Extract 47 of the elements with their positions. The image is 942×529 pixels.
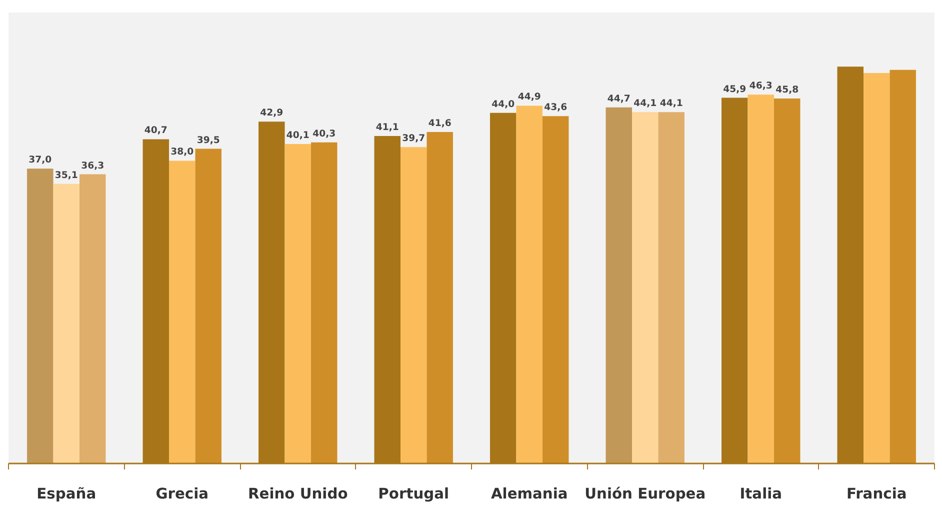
data-label: 41,6 bbox=[428, 118, 452, 130]
bar bbox=[658, 112, 684, 464]
x-tick-label: Unión Europea bbox=[584, 486, 706, 502]
bar bbox=[79, 174, 106, 464]
data-label: 39,5 bbox=[196, 134, 220, 146]
x-tick-label: Reino Unido bbox=[248, 486, 348, 502]
x-tick-label: Alemania bbox=[490, 486, 568, 502]
data-label: 43,6 bbox=[544, 102, 568, 114]
bar bbox=[400, 147, 427, 464]
data-label: 44,7 bbox=[607, 93, 630, 104]
data-label: 38,0 bbox=[170, 146, 194, 158]
data-label: 40,1 bbox=[286, 130, 310, 141]
data-label: 45,8 bbox=[776, 84, 799, 96]
bar bbox=[606, 107, 632, 464]
bar bbox=[284, 144, 311, 464]
data-label: 45,9 bbox=[723, 84, 746, 95]
bar bbox=[195, 148, 222, 464]
bar bbox=[890, 70, 916, 464]
bar bbox=[310, 142, 338, 464]
bar bbox=[426, 132, 453, 464]
data-label: 36,3 bbox=[81, 160, 104, 172]
x-tick-label: Francia bbox=[846, 486, 907, 502]
data-label: 40,7 bbox=[144, 125, 168, 136]
bar bbox=[542, 116, 569, 464]
x-tick-label: Portugal bbox=[378, 486, 450, 502]
bar bbox=[516, 106, 542, 464]
x-tick-label: Italia bbox=[740, 486, 782, 502]
data-label: 39,7 bbox=[402, 133, 426, 144]
data-label: 44,9 bbox=[518, 92, 541, 103]
bar bbox=[864, 73, 890, 464]
data-label: 46,3 bbox=[749, 80, 772, 92]
bar bbox=[748, 94, 774, 464]
data-label: 44,1 bbox=[660, 98, 683, 110]
bar bbox=[632, 112, 658, 464]
data-label: 42,9 bbox=[260, 108, 284, 119]
x-tick-label: Grecia bbox=[156, 486, 209, 502]
bar bbox=[53, 184, 80, 464]
bar bbox=[774, 98, 800, 464]
bar bbox=[27, 168, 54, 464]
x-tick-label: España bbox=[36, 486, 96, 502]
data-label: 40,3 bbox=[312, 128, 336, 140]
bar bbox=[169, 160, 196, 464]
data-label: 44,0 bbox=[492, 98, 516, 110]
data-label: 41,1 bbox=[376, 122, 399, 134]
data-label: 35,1 bbox=[54, 170, 78, 181]
data-label: 37,0 bbox=[28, 154, 52, 166]
data-label: 44,1 bbox=[634, 98, 657, 110]
